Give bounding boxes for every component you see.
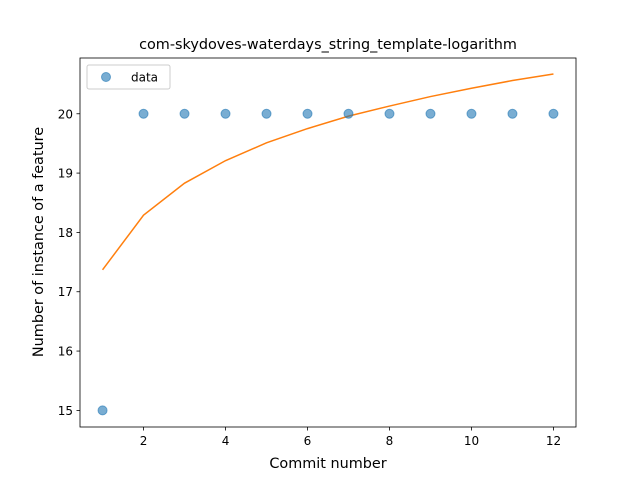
y-tick-label: 15: [58, 404, 73, 418]
y-tick-label: 20: [58, 107, 73, 121]
legend: data: [86, 64, 171, 90]
legend-marker-data: [101, 72, 111, 82]
chart-title: com-skydoves-waterdays_string_template-l…: [139, 37, 517, 53]
plot-frame: [79, 57, 577, 428]
data-point: [179, 108, 190, 119]
fit-line: [101, 73, 554, 271]
y-tick-label: 17: [58, 285, 73, 299]
series-layer: [97, 73, 559, 416]
legend-label-data: data: [131, 71, 158, 85]
ticks-layer: 2 4 6 8 10 12 15 16 17 18 19 20: [58, 107, 561, 448]
x-tick-label: 6: [304, 434, 312, 448]
data-point: [261, 108, 272, 119]
y-tick-label: 16: [58, 345, 73, 359]
x-axis-label: Commit number: [269, 456, 386, 472]
x-tick-label: 10: [464, 434, 479, 448]
data-point: [507, 108, 518, 119]
data-point: [302, 108, 313, 119]
data-point: [384, 108, 395, 119]
data-point: [220, 108, 231, 119]
x-tick-label: 4: [222, 434, 230, 448]
data-point: [138, 108, 149, 119]
y-tick-label: 18: [58, 226, 73, 240]
data-point: [466, 108, 477, 119]
y-axis-label: Number of instance of a feature: [31, 127, 47, 357]
x-tick-label: 12: [546, 434, 561, 448]
data-point: [425, 108, 436, 119]
x-tick-label: 8: [386, 434, 394, 448]
x-tick-label: 2: [140, 434, 148, 448]
data-point: [343, 108, 354, 119]
legend-box: [86, 64, 171, 90]
data-point: [97, 405, 108, 416]
data-point: [548, 108, 559, 119]
y-tick-label: 19: [58, 167, 73, 181]
